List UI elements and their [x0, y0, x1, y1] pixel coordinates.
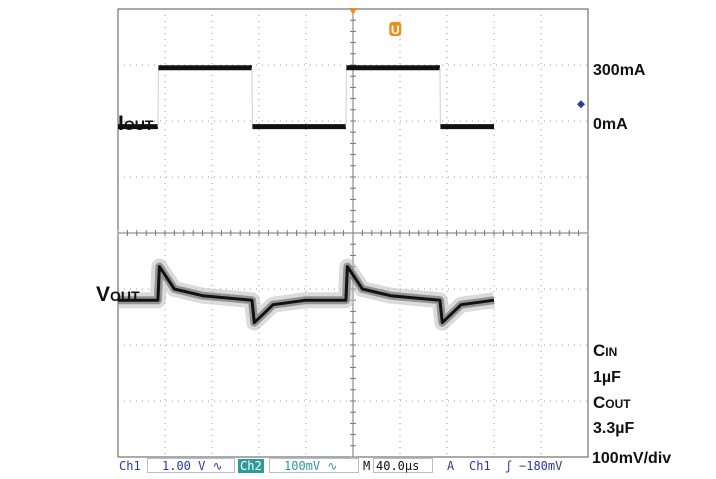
waveform-traces [118, 65, 496, 331]
rising-edge-icon: ʃ [505, 459, 513, 473]
vertical-scale-label: 100mV/div [592, 450, 672, 467]
screen-markers: U [349, 8, 585, 109]
cin-label: CIN [593, 341, 618, 360]
cout-value: 3.3µF [593, 420, 635, 437]
trigger-level: −180mV [519, 459, 563, 473]
iout-label: IOUT [118, 112, 154, 135]
vout-trace [118, 265, 495, 325]
trigger-source: Ch1 [469, 459, 491, 473]
graticule-grid [117, 8, 589, 458]
timebase-prefix: M [363, 459, 371, 473]
timebase-value: 40.0µs [373, 458, 433, 473]
ac-coupling-icon: ∿ [205, 459, 223, 473]
trigger-marker-label: U [391, 23, 400, 37]
trigger-position-icon [349, 8, 357, 15]
ch2-scale-box: 100mV ∿ [269, 458, 359, 473]
cout-label: COUT [593, 393, 631, 412]
level-0ma-label: 0mA [593, 116, 628, 133]
trigger-mode: A [447, 459, 455, 473]
ac-coupling-icon: ∿ [320, 459, 338, 473]
cin-value: 1µF [593, 369, 621, 386]
level-marker-icon [577, 100, 585, 109]
vout-label: VOUT [96, 283, 140, 306]
ch2-label: Ch2 [238, 459, 264, 473]
ch1-label: Ch1 [119, 459, 141, 473]
level-300ma-label: 300mA [593, 62, 646, 79]
ch1-scale-box: 1.00 V ∿ [147, 458, 235, 473]
status-bar: Ch1 1.00 V ∿ Ch2 100mV ∿ M 40.0µs A Ch1 … [117, 458, 589, 476]
trigger-marker-icon [389, 22, 402, 36]
